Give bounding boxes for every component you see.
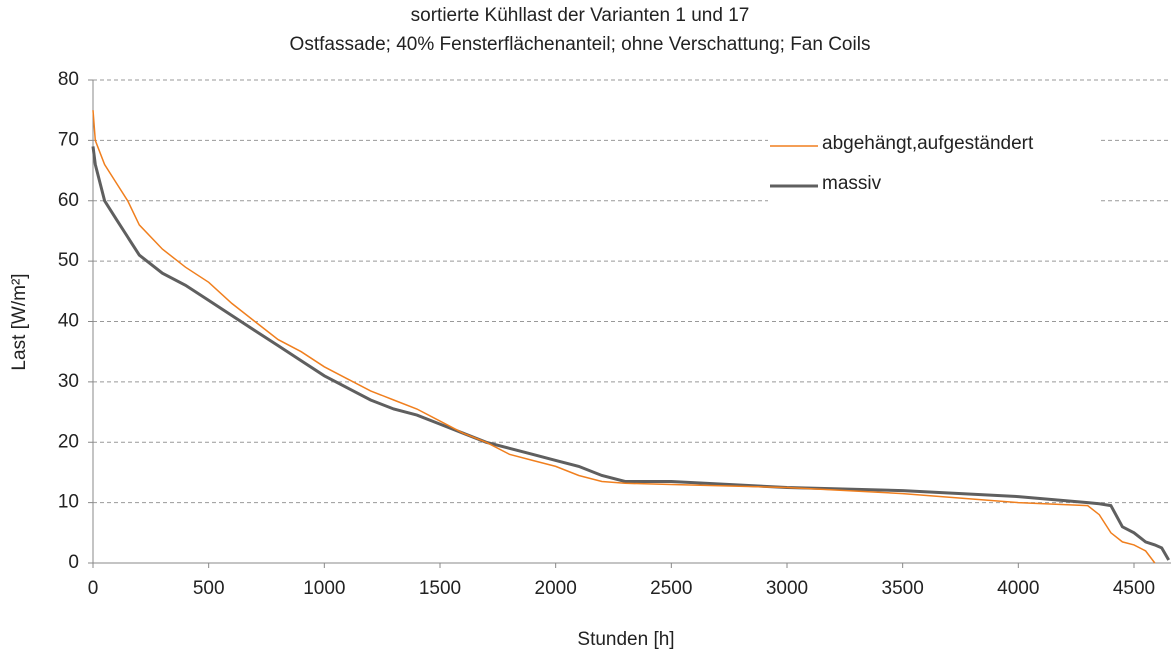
x-tick-label: 2500 — [650, 578, 692, 599]
y-tick-label: 80 — [58, 69, 79, 90]
y-tick-label: 40 — [58, 311, 79, 332]
legend-label: massiv — [822, 173, 882, 194]
x-tick-label: 500 — [193, 578, 225, 599]
y-tick-label: 60 — [58, 190, 79, 211]
y-tick-label: 30 — [58, 371, 79, 392]
legend-label: abgehängt,aufgeständert — [822, 133, 1034, 154]
y-tick-label: 10 — [58, 492, 79, 513]
chart-title: sortierte Kühllast der Varianten 1 und 1… — [411, 5, 750, 26]
x-tick-label: 4500 — [1113, 578, 1155, 599]
x-axis-label: Stunden [h] — [577, 629, 674, 650]
x-tick-label: 2000 — [535, 578, 577, 599]
series-line — [92, 110, 1156, 564]
y-axis-label: Last [W/m²] — [9, 273, 30, 370]
y-tick-label: 20 — [58, 431, 79, 452]
series-line — [91, 146, 1170, 561]
legend-box — [768, 122, 1098, 206]
x-tick-label: 1500 — [419, 578, 461, 599]
x-tick-label: 3000 — [766, 578, 808, 599]
x-tick-label: 3500 — [882, 578, 924, 599]
y-tick-label: 70 — [58, 129, 79, 150]
x-tick-label: 1000 — [303, 578, 345, 599]
chart-subtitle: Ostfassade; 40% Fensterflächenanteil; oh… — [290, 34, 871, 55]
x-tick-label: 4000 — [997, 578, 1039, 599]
y-tick-label: 0 — [68, 552, 79, 573]
x-tick-label: 0 — [88, 578, 99, 599]
y-tick-label: 50 — [58, 250, 79, 271]
